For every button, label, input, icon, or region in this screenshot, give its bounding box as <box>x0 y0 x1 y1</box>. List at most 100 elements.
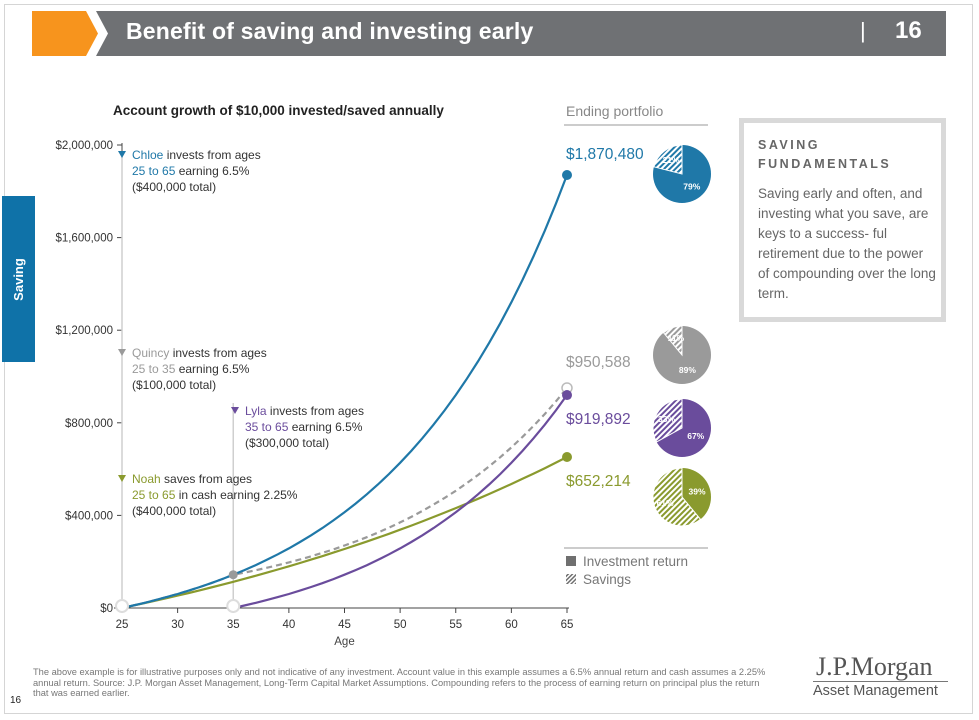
series-label-segment: Lyla <box>245 404 267 418</box>
series-marker-quincy <box>118 349 126 356</box>
series-label-chloe-line: ($400,000 total) <box>132 180 216 194</box>
pie-savings-label: 21% <box>662 155 679 165</box>
header-bar-shape <box>96 11 946 56</box>
series-label-segment: ($400,000 total) <box>132 180 216 194</box>
start-marker-age-25 <box>115 599 129 613</box>
orange-arrow-shape <box>32 11 98 56</box>
series-label-quincy-line: 25 to 35 earning 6.5% <box>132 362 250 376</box>
series-label-noah-line: Noah saves from ages <box>132 472 252 486</box>
series-label-lyla-line: Lyla invests from ages <box>245 404 364 418</box>
pie-savings-label: 33% <box>658 414 675 424</box>
series-label-quincy-line: ($100,000 total) <box>132 378 216 392</box>
pie-return-label: 67% <box>687 431 704 441</box>
series-label-segment: 25 to 65 <box>132 488 176 502</box>
y-tick-label: $0 <box>100 603 113 615</box>
x-axis-label: Age <box>334 636 354 648</box>
ending-portfolio-title: Ending portfolio <box>566 103 664 119</box>
legend-swatch-savings <box>566 574 576 584</box>
series-label-segment: earning 6.5% <box>288 420 362 434</box>
legend-label-investment-return: Investment return <box>583 554 688 569</box>
side-tab <box>2 196 35 362</box>
pie-savings-lyla <box>652 398 683 443</box>
series-line-quincy <box>121 387 568 610</box>
series-label-chloe-line: Chloe invests from ages <box>132 148 261 162</box>
series-label-segment: Noah <box>132 472 161 486</box>
start-marker-age-35 <box>226 599 241 613</box>
pie-return-label: 39% <box>688 487 705 497</box>
pie-savings-noah <box>652 467 702 527</box>
series-marker-noah <box>118 475 126 482</box>
x-tick-label: 25 <box>116 619 129 631</box>
chart-title: Account growth of $10,000 invested/saved… <box>113 103 444 118</box>
page-title: Benefit of saving and investing early <box>126 18 534 44</box>
series-label-segment: 25 to 65 <box>132 164 176 178</box>
y-tick-label: $1,600,000 <box>55 233 113 245</box>
fundamentals-title: SAVING FUNDAMENTALS <box>758 138 892 171</box>
series-label-noah-line: 25 to 65 in cash earning 2.25% <box>132 488 298 502</box>
jpmorgan-logo: J.P.Morgan <box>816 652 933 681</box>
ending-value-chloe: $1,870,480 <box>566 146 644 163</box>
series-label-segment: earning 6.5% <box>175 362 249 376</box>
fundamentals-box <box>739 118 946 322</box>
series-line-noah <box>121 456 568 610</box>
end-marker-chloe <box>562 169 572 180</box>
series-label-segment: 25 to 35 <box>132 362 176 376</box>
y-tick-label: $2,000,000 <box>55 140 113 152</box>
quincy-age-35-marker <box>228 570 238 580</box>
legend-swatch-investment-return <box>566 556 576 566</box>
x-tick-label: 30 <box>171 619 184 631</box>
series-marker-lyla <box>231 407 239 414</box>
series-line-chloe <box>121 174 569 610</box>
series-label-segment: in cash earning 2.25% <box>175 488 297 502</box>
x-tick-label: 60 <box>505 619 518 631</box>
footnote: The above example is for illustrative pu… <box>33 667 766 698</box>
series-label-segment: Chloe <box>132 148 164 162</box>
series-label-segment: Quincy <box>132 346 169 360</box>
pie-savings-chloe <box>653 144 683 175</box>
ending-value-lyla: $919,892 <box>566 411 631 428</box>
x-tick-label: 45 <box>338 619 351 631</box>
series-label-segment: ($400,000 total) <box>132 504 216 518</box>
pie-savings-quincy <box>662 325 683 357</box>
series-label-quincy-line: Quincy invests from ages <box>132 346 267 360</box>
series-label-segment: ($300,000 total) <box>245 436 329 450</box>
x-tick-label: 40 <box>282 619 295 631</box>
series-line-lyla <box>233 394 568 610</box>
series-label-segment: earning 6.5% <box>175 164 249 178</box>
fundamentals-text: Saving early and often, and investing wh… <box>758 186 936 301</box>
x-tick-label: 65 <box>561 619 574 631</box>
series-label-segment: invests from ages <box>169 346 266 360</box>
ending-value-noah: $652,214 <box>566 473 631 490</box>
y-tick-label: $800,000 <box>65 418 113 430</box>
series-label-segment: invests from ages <box>267 404 364 418</box>
logo-subtitle: Asset Management <box>813 683 938 699</box>
legend-label-savings: Savings <box>583 572 631 587</box>
header-divider: | <box>860 18 866 43</box>
y-tick-label: $1,200,000 <box>55 325 113 337</box>
x-tick-label: 55 <box>449 619 462 631</box>
series-label-segment: 35 to 65 <box>245 420 289 434</box>
y-tick-label: $400,000 <box>65 510 113 522</box>
series-label-segment: saves from ages <box>161 472 252 486</box>
series-label-lyla-line: 35 to 65 earning 6.5% <box>245 420 363 434</box>
series-label-segment: invests from ages <box>163 148 260 162</box>
series-label-segment: ($100,000 total) <box>132 378 216 392</box>
header-page-number: 16 <box>895 17 922 44</box>
logo-divider <box>813 681 948 682</box>
pie-savings-label: 11% <box>668 333 685 343</box>
series-label-chloe-line: 25 to 65 earning 6.5% <box>132 164 250 178</box>
pie-return-label: 89% <box>679 365 696 375</box>
end-marker-noah <box>562 452 572 463</box>
pie-return-label: 79% <box>683 182 700 192</box>
page-number-bottom: 16 <box>10 695 22 706</box>
series-label-noah-line: ($400,000 total) <box>132 504 216 518</box>
ending-value-quincy: $950,588 <box>566 354 631 371</box>
end-marker-lyla <box>562 390 572 401</box>
series-label-lyla-line: ($300,000 total) <box>245 436 329 450</box>
x-tick-label: 35 <box>227 619 240 631</box>
series-marker-chloe <box>118 151 126 158</box>
pie-savings-label: 61% <box>657 498 674 508</box>
x-tick-label: 50 <box>394 619 407 631</box>
